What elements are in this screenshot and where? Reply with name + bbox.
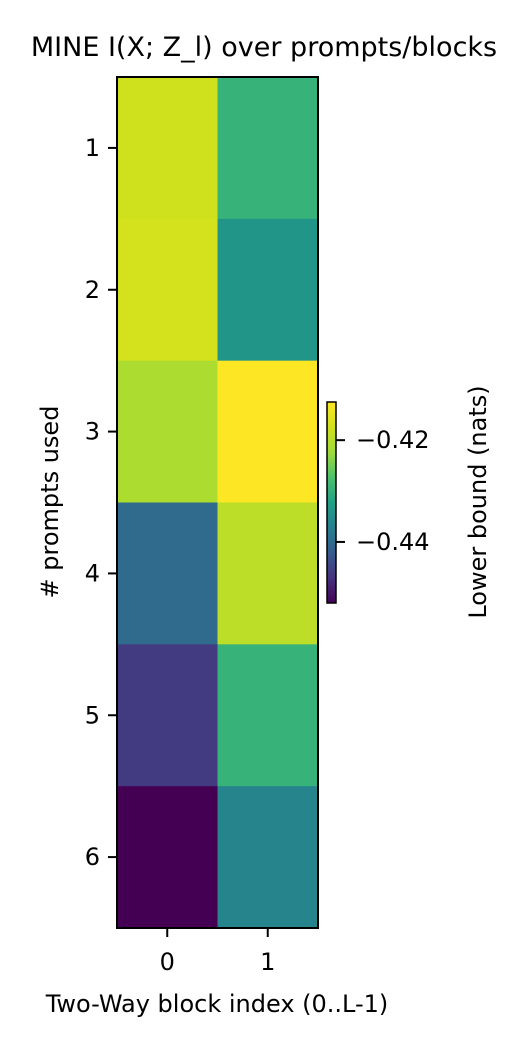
colorbar-label: Lower bound (nats) xyxy=(464,385,492,618)
chart-title: MINE I(X; Z_l) over prompts/blocks xyxy=(31,32,497,63)
x-axis-label: Two-Way block index (0..L-1) xyxy=(45,990,389,1018)
heatmap-cell xyxy=(117,502,218,645)
heatmap-cell xyxy=(217,218,319,362)
heatmap-cell xyxy=(217,77,319,220)
colorbar-tick-label: −0.42 xyxy=(356,426,430,454)
y-tick-label: 6 xyxy=(85,843,100,871)
y-tick-label: 3 xyxy=(85,418,100,446)
heatmap-cell xyxy=(117,360,218,503)
y-axis-ticks: 1 2 3 4 5 6 xyxy=(85,134,117,871)
x-tick-label: 0 xyxy=(160,948,175,976)
heatmap-cell xyxy=(117,218,218,362)
plot-frame xyxy=(116,76,319,929)
heatmap-cell xyxy=(217,502,319,645)
y-tick-label: 2 xyxy=(85,276,100,304)
heatmap-cell xyxy=(117,77,218,220)
heatmap-cell xyxy=(117,786,218,929)
y-tick-label: 5 xyxy=(85,701,100,729)
x-tick-label: 1 xyxy=(260,948,275,976)
y-axis-label: # prompts used xyxy=(36,406,64,599)
y-tick-label: 4 xyxy=(85,559,100,587)
y-tick-label: 1 xyxy=(85,134,100,162)
heatmap-cell xyxy=(217,786,319,929)
colorbar-tick-label: −0.44 xyxy=(356,528,430,556)
colorbar-ticks: −0.42 −0.44 xyxy=(336,426,430,556)
colorbar xyxy=(326,401,337,604)
heatmap-cell xyxy=(217,360,319,503)
heatmap-cell xyxy=(117,644,218,787)
heatmap-cell xyxy=(217,644,319,787)
heatmap-cells xyxy=(117,77,319,929)
